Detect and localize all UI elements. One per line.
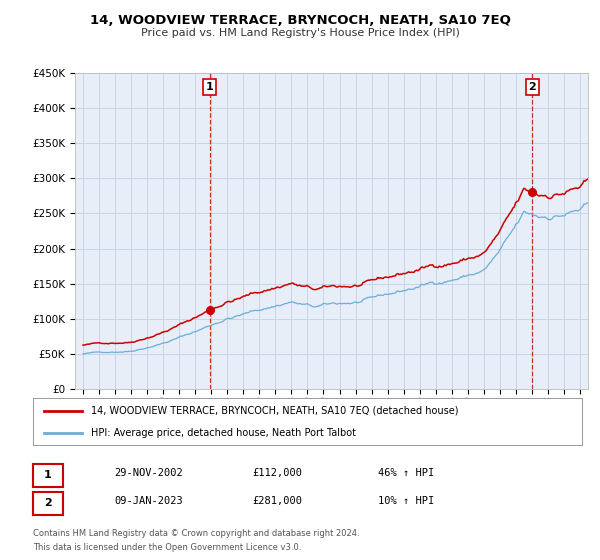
Text: 09-JAN-2023: 09-JAN-2023 xyxy=(114,496,183,506)
Text: 2: 2 xyxy=(529,82,536,92)
Text: Contains HM Land Registry data © Crown copyright and database right 2024.: Contains HM Land Registry data © Crown c… xyxy=(33,529,359,538)
Text: 14, WOODVIEW TERRACE, BRYNCOCH, NEATH, SA10 7EQ: 14, WOODVIEW TERRACE, BRYNCOCH, NEATH, S… xyxy=(89,14,511,27)
Text: 1: 1 xyxy=(44,470,52,480)
Text: £112,000: £112,000 xyxy=(252,468,302,478)
Text: 29-NOV-2002: 29-NOV-2002 xyxy=(114,468,183,478)
Text: £281,000: £281,000 xyxy=(252,496,302,506)
Text: 10% ↑ HPI: 10% ↑ HPI xyxy=(378,496,434,506)
Text: HPI: Average price, detached house, Neath Port Talbot: HPI: Average price, detached house, Neat… xyxy=(91,428,356,438)
Text: 1: 1 xyxy=(206,82,214,92)
Text: This data is licensed under the Open Government Licence v3.0.: This data is licensed under the Open Gov… xyxy=(33,543,301,552)
Text: 14, WOODVIEW TERRACE, BRYNCOCH, NEATH, SA10 7EQ (detached house): 14, WOODVIEW TERRACE, BRYNCOCH, NEATH, S… xyxy=(91,406,458,416)
Text: Price paid vs. HM Land Registry's House Price Index (HPI): Price paid vs. HM Land Registry's House … xyxy=(140,28,460,38)
Text: 2: 2 xyxy=(44,498,52,508)
Text: 46% ↑ HPI: 46% ↑ HPI xyxy=(378,468,434,478)
